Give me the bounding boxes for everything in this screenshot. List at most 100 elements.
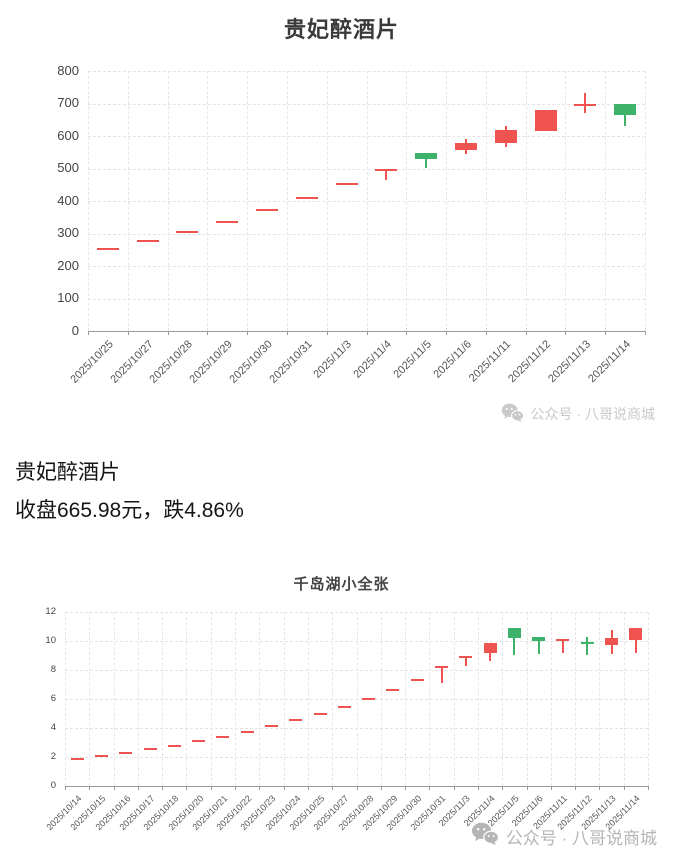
candle-wick [537, 637, 540, 655]
y-axis-label: 400 [57, 192, 79, 208]
candle [556, 638, 570, 641]
chart-title: 贵妃醉酒片 [283, 17, 399, 42]
grid-line [429, 612, 431, 786]
axis-tick [406, 331, 408, 335]
x-axis-label: 2025/10/30 [227, 338, 275, 386]
axis-tick [332, 786, 334, 790]
axis-tick [186, 786, 188, 790]
y-axis-label: 12 [45, 605, 56, 617]
x-axis-label: 2025/11/14 [586, 338, 633, 386]
grid-line [137, 612, 139, 786]
axis-tick [65, 786, 66, 790]
grid-line [235, 612, 237, 786]
axis-tick [599, 786, 601, 790]
wechat-icon [471, 822, 499, 850]
axis-tick [477, 786, 479, 790]
candle-wick [440, 666, 443, 684]
y-axis-label: 0 [71, 322, 79, 338]
grid-line [446, 71, 448, 331]
x-axis-label: 2025/11/12 [506, 338, 554, 386]
axis-tick [326, 331, 328, 335]
axis-tick [283, 786, 285, 790]
candle-wick [513, 627, 516, 655]
axis-tick [259, 786, 261, 790]
chart-title: 千岛湖小全张 [293, 576, 390, 593]
caption-title: 贵妃醉酒片 [15, 461, 120, 484]
candle [70, 757, 84, 760]
candle [313, 712, 327, 715]
candle [574, 103, 597, 106]
candle [375, 168, 398, 171]
grid-line [88, 71, 89, 331]
grid-line [113, 612, 115, 786]
grid-line [286, 71, 288, 331]
grid-line [453, 612, 455, 786]
grid-line [575, 612, 577, 786]
candle [435, 666, 449, 669]
y-axis-label: 10 [45, 634, 56, 646]
candle [337, 705, 351, 708]
y-axis-label: 0 [50, 779, 56, 791]
candle [94, 754, 108, 757]
grid-line [405, 612, 407, 786]
watermark: 公众号 · 八哥说商城 [471, 822, 657, 850]
grid-line [167, 71, 169, 331]
axis-tick [88, 331, 89, 335]
x-axis-line [88, 331, 646, 332]
axis-tick [113, 786, 115, 790]
y-axis-label: 100 [57, 290, 79, 306]
axis-tick [307, 786, 309, 790]
grid-line [502, 612, 504, 786]
axis-tick [550, 786, 552, 790]
candle [614, 104, 637, 115]
watermark: 公众号 · 八哥说商城 [501, 403, 655, 425]
candle [362, 698, 376, 701]
axis-tick [575, 786, 577, 790]
grid-line [326, 71, 328, 331]
axis-tick [210, 786, 212, 790]
grid-line [599, 612, 601, 786]
y-axis-label: 300 [57, 225, 79, 241]
caption-close-price: 收盘665.98元，跌4.86% [15, 499, 244, 522]
axis-tick [286, 331, 288, 335]
grid-line [623, 612, 625, 786]
axis-tick [162, 786, 164, 790]
wechat-icon [501, 403, 524, 425]
grid-line [332, 612, 334, 786]
grid-line [210, 612, 212, 786]
y-axis-label: 4 [50, 721, 56, 733]
candle [216, 220, 239, 223]
candle-wick [624, 104, 627, 127]
grid-line [645, 71, 646, 331]
candle-wick [385, 168, 388, 180]
axis-tick [235, 786, 237, 790]
candle [494, 129, 517, 144]
grid-line [526, 612, 528, 786]
axis-tick [623, 786, 625, 790]
grid-line [477, 612, 479, 786]
caption-block: 贵妃醉酒片 收盘665.98元，跌4.86% [15, 454, 244, 530]
grid-line [247, 71, 249, 331]
axis-tick [526, 786, 528, 790]
axis-tick [525, 331, 527, 335]
candle [459, 655, 473, 658]
axis-tick [502, 786, 504, 790]
candle [295, 197, 318, 200]
y-axis-label: 2 [50, 750, 56, 762]
candle [167, 744, 181, 747]
grid-line [89, 612, 91, 786]
axis-tick [446, 331, 448, 335]
grid-line [283, 612, 285, 786]
candle [415, 152, 438, 159]
candle [386, 688, 400, 691]
grid-line [356, 612, 358, 786]
x-axis-label: 2025/11/5 [391, 338, 434, 381]
candle-wick [586, 636, 589, 655]
candle [136, 240, 159, 242]
grid-line [162, 612, 164, 786]
candle [176, 230, 199, 233]
axis-tick [207, 331, 209, 335]
axis-tick [167, 331, 169, 335]
candle [289, 719, 303, 722]
